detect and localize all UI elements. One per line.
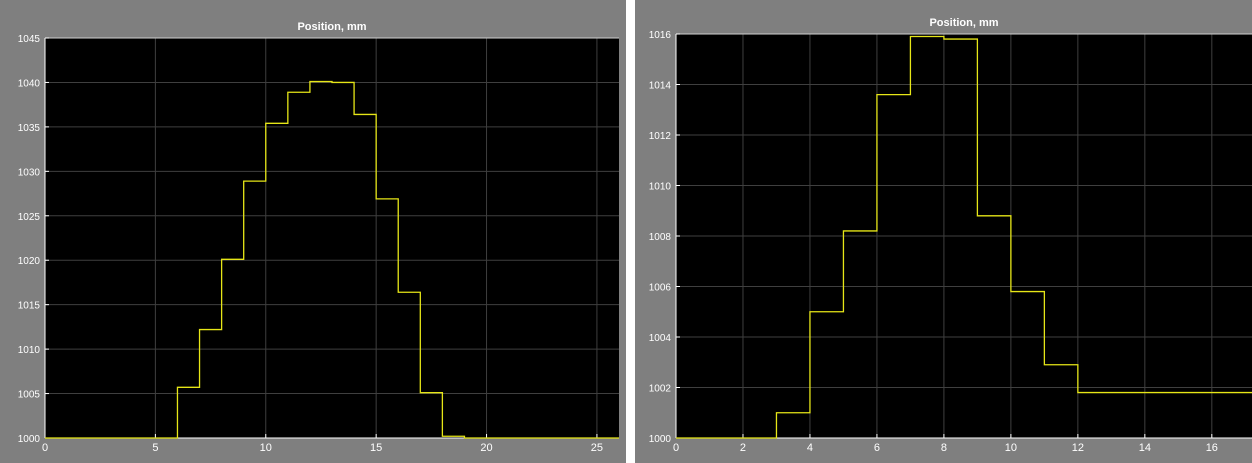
x-tick-label: 15 (370, 442, 382, 454)
plot-area (45, 38, 619, 438)
y-tick-label: 1010 (649, 182, 672, 193)
position-chart-right: Position, mm0 2 4 6 8 10 12 14 16100010021004100… (649, 17, 1252, 454)
chart-panel-right: Position, mm 0 2 4 6 8 10 12 14 16 1000 1002 1004 100… (635, 0, 1252, 463)
chart-title: Position, mm (929, 17, 998, 29)
x-tick-label: 16 (1206, 442, 1218, 454)
position-series-line (676, 35, 1252, 439)
y-tick-label: 1025 (18, 212, 41, 223)
y-tick-label: 1014 (649, 81, 672, 92)
x-tick-label: 0 (673, 442, 679, 454)
x-tick-label: 14 (1139, 442, 1151, 454)
y-tick-label: 1020 (18, 256, 41, 267)
x-tick-label: 12 (1072, 442, 1084, 454)
y-tick-label: 1000 (649, 434, 672, 445)
position-series-line (45, 80, 619, 439)
x-tick-label: 2 (740, 442, 746, 454)
position-chart-left: Position, mm0 5 10 15 20 25100010051010101510… (18, 21, 619, 454)
y-tick-label: 1035 (18, 123, 41, 134)
y-tick-label: 1030 (18, 167, 41, 178)
y-tick-label: 1004 (649, 333, 672, 344)
y-tick-label: 1006 (649, 283, 672, 294)
chart-title: Position, mm (297, 21, 366, 33)
x-tick-label: 25 (591, 442, 603, 454)
y-tick-label: 1040 (18, 78, 41, 89)
y-tick-label: 1005 (18, 390, 41, 401)
x-tick-label: 8 (941, 442, 947, 454)
y-tick-label: 1000 (18, 434, 41, 445)
y-tick-label: 1008 (649, 232, 672, 243)
chart-panel-left: Position, mm 0 5 10 15 20 25 1000 1005 1010 1015 10… (0, 0, 626, 463)
x-tick-label: 6 (874, 442, 880, 454)
x-tick-label: 5 (152, 442, 158, 454)
x-tick-label: 20 (480, 442, 492, 454)
x-tick-label: 4 (807, 442, 813, 454)
y-tick-label: 1016 (649, 30, 672, 41)
y-tick-label: 1012 (649, 131, 672, 142)
x-tick-label: 10 (260, 442, 272, 454)
x-tick-label: 0 (42, 442, 48, 454)
y-tick-label: 1045 (18, 34, 41, 45)
x-tick-label: 10 (1005, 442, 1017, 454)
y-tick-label: 1015 (18, 301, 41, 312)
y-tick-label: 1010 (18, 345, 41, 356)
y-tick-label: 1002 (649, 384, 672, 395)
